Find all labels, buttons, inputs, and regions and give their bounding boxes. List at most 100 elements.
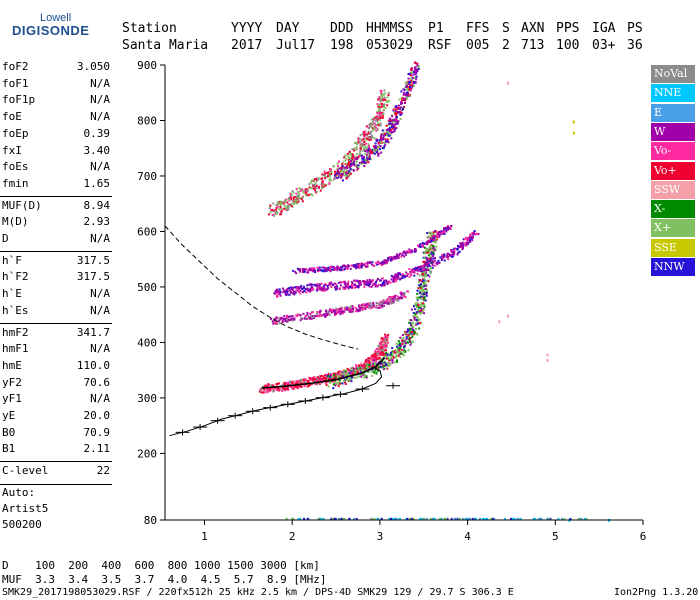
echo-mark: [361, 157, 364, 160]
echo-mark: [305, 191, 308, 194]
echo-mark: [397, 111, 400, 114]
echo-mark: [368, 123, 371, 126]
echo-mark: [389, 117, 392, 120]
echo-mark: [277, 387, 279, 390]
echo-mark: [431, 251, 434, 254]
echo-mark: [440, 230, 443, 233]
echo-mark: [379, 122, 382, 125]
echo-mark: [334, 288, 337, 291]
echo-mark: [399, 277, 402, 280]
echo-mark: [355, 517, 358, 520]
echo-mark: [397, 277, 399, 280]
echo-mark: [291, 190, 294, 192]
echo-mark: [345, 165, 348, 168]
echo-mark: [276, 212, 278, 215]
echo-mark: [372, 301, 375, 304]
echo-mark: [359, 143, 362, 146]
echo-mark: [408, 338, 411, 341]
echo-mark: [361, 154, 364, 157]
echo-mark: [294, 201, 297, 204]
echo-mark: [432, 253, 435, 256]
echo-mark: [276, 382, 279, 385]
echo-mark: [310, 317, 313, 320]
echo-mark: [358, 138, 361, 141]
echo-mark: [334, 285, 337, 288]
echo-mark: [381, 129, 384, 132]
echo-mark: [306, 379, 309, 382]
echo-mark: [365, 359, 368, 361]
echo-mark: [439, 517, 441, 520]
echo-mark: [369, 132, 372, 135]
echo-mark: [409, 270, 412, 273]
echo-mark: [410, 249, 413, 252]
echo-mark: [421, 265, 424, 268]
echo-mark: [429, 244, 432, 247]
echo-mark: [379, 89, 382, 92]
echo-mark: [316, 283, 319, 285]
echo-mark: [405, 517, 408, 520]
echo-mark: [386, 353, 389, 356]
echo-mark: [422, 268, 425, 271]
echo-mark: [377, 111, 380, 114]
echo-mark: [350, 305, 353, 308]
echo-mark: [271, 209, 274, 211]
echo-mark: [385, 299, 388, 302]
echo-mark: [359, 144, 362, 147]
echo-mark: [407, 329, 410, 332]
echo-mark: [395, 118, 398, 121]
echo-mark: [312, 270, 315, 273]
echo-mark: [292, 200, 295, 203]
echo-mark: [288, 203, 291, 206]
echo-mark: [421, 288, 423, 291]
header-value-iga: 03+: [592, 38, 616, 53]
echo-mark: [319, 287, 321, 290]
param-separator: [0, 483, 112, 485]
echo-mark: [428, 231, 430, 234]
echo-mark: [443, 233, 446, 235]
echo-mark: [391, 121, 394, 124]
echo-mark: [337, 517, 340, 520]
echo-mark: [382, 299, 385, 302]
echo-mark: [391, 119, 394, 122]
echo-mark: [408, 268, 411, 270]
echo-mark: [350, 164, 353, 167]
echo-mark: [319, 517, 322, 520]
echo-mark: [280, 390, 283, 392]
echo-mark: [334, 174, 337, 177]
echo-mark: [356, 371, 359, 374]
echo-mark: [369, 360, 371, 363]
param-label: yF2: [2, 375, 22, 389]
echo-mark: [367, 370, 370, 373]
echo-mark: [295, 385, 298, 388]
echo-mark: [446, 254, 449, 257]
echo-mark: [316, 270, 319, 273]
echo-mark: [424, 275, 427, 278]
echo-mark: [275, 321, 278, 324]
echo-mark: [414, 268, 417, 271]
echo-mark: [387, 133, 390, 135]
echo-mark: [367, 143, 370, 146]
echo-mark: [370, 366, 373, 369]
echo-mark: [358, 266, 361, 269]
echo-mark: [366, 137, 369, 140]
echo-mark: [347, 158, 350, 161]
echo-mark: [461, 241, 464, 244]
echo-mark: [419, 312, 422, 315]
echo-mark: [398, 344, 401, 347]
echo-mark: [456, 248, 459, 251]
legend-item-nnw: NNW: [651, 258, 695, 276]
echo-mark: [391, 123, 393, 125]
echo-mark: [374, 369, 377, 371]
echo-mark: [339, 370, 341, 373]
echo-mark: [325, 183, 328, 186]
echo-mark: [453, 253, 456, 256]
echo-mark: [360, 265, 363, 268]
echo-mark: [375, 261, 378, 264]
echo-mark: [375, 305, 378, 308]
echo-mark: [375, 145, 378, 148]
echo-mark: [322, 375, 325, 378]
echo-mark: [378, 107, 380, 110]
echo-mark: [422, 293, 425, 296]
echo-mark: [450, 249, 453, 252]
echo-mark: [339, 375, 342, 378]
